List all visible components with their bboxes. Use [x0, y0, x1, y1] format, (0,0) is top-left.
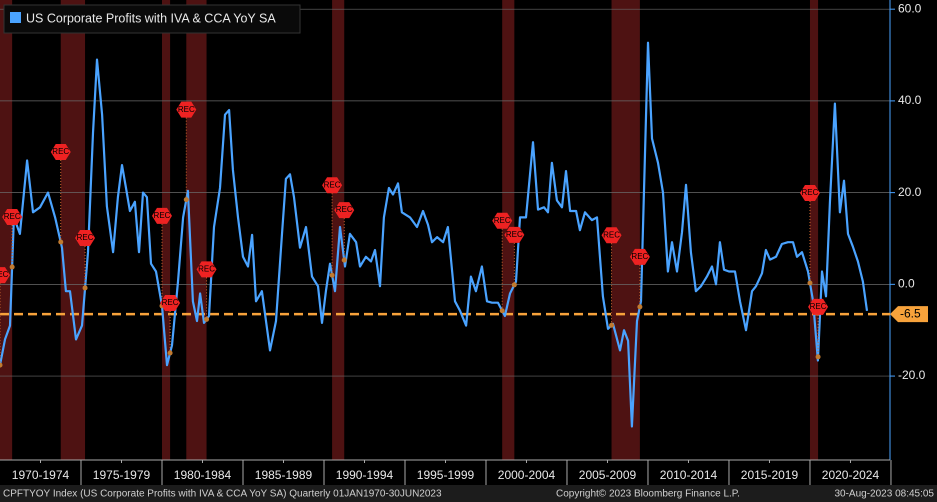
- rec-tag: [799, 185, 820, 202]
- rec-tag: [322, 177, 343, 194]
- y-tick-label: 20.0: [898, 185, 922, 199]
- rec-tag: [0, 267, 10, 284]
- recession-band: [0, 0, 13, 460]
- rec-label: REC: [4, 212, 21, 221]
- x-tick-label: 2020-2024: [822, 468, 880, 482]
- x-tick-label: 1990-1994: [336, 468, 394, 482]
- footer-bar: [0, 485, 937, 502]
- x-tick-label: 1970-1974: [12, 468, 70, 482]
- rec-dot: [82, 285, 88, 291]
- footer-copyright: Copyright© 2023 Bloomberg Finance L.P.: [556, 489, 740, 500]
- rec-tag: [492, 212, 513, 229]
- rec-label: REC: [162, 298, 179, 307]
- rec-dot: [167, 350, 173, 356]
- rec-label: REC: [506, 230, 523, 239]
- y-tick-label: -20.0: [898, 368, 926, 382]
- rec-label: REC: [336, 205, 353, 214]
- recession-band: [332, 0, 345, 460]
- reference-label: -6.5: [900, 306, 921, 320]
- x-tick-label: 2015-2019: [741, 468, 799, 482]
- x-tick-label: 1975-1979: [93, 468, 151, 482]
- rec-label: REC: [52, 147, 69, 156]
- reference-tag: [890, 306, 928, 323]
- legend-label: US Corporate Profits with IVA & CCA YoY …: [26, 11, 276, 25]
- rec-label: REC: [810, 302, 827, 311]
- rec-label: REC: [324, 180, 341, 189]
- rec-label: REC: [154, 211, 171, 220]
- recession-band: [809, 0, 819, 460]
- x-tick-label: 1995-1999: [417, 468, 475, 482]
- rec-tag: [504, 226, 525, 243]
- x-tick-label: 2005-2009: [579, 468, 637, 482]
- rec-dot: [329, 272, 335, 278]
- rec-tag: [176, 101, 197, 118]
- rec-dot: [807, 280, 813, 286]
- rec-dot: [9, 264, 15, 270]
- x-tick-label: 2010-2014: [660, 468, 718, 482]
- footer-date: 30-Aug-2023 08:45:05: [834, 489, 934, 500]
- recession-band: [161, 0, 171, 460]
- rec-label: REC: [631, 252, 648, 261]
- rec-label: REC: [0, 270, 9, 279]
- rec-dot: [0, 362, 3, 368]
- legend-swatch: [10, 12, 21, 23]
- rec-dot: [609, 322, 615, 328]
- x-tick-label: 1985-1989: [255, 468, 313, 482]
- rec-label: REC: [77, 233, 94, 242]
- x-tick-label: 1980-1984: [174, 468, 232, 482]
- rec-dot: [815, 354, 821, 360]
- rec-tag: [196, 261, 217, 278]
- rec-tag: [334, 202, 355, 219]
- rec-dot: [204, 316, 210, 322]
- series-line: [0, 41, 869, 428]
- rec-dot: [341, 257, 347, 263]
- rec-tag: [601, 227, 622, 244]
- rec-dot: [58, 239, 64, 245]
- rec-tag: [629, 248, 650, 265]
- rec-label: REC: [603, 230, 620, 239]
- y-tick-label: 40.0: [898, 93, 922, 107]
- x-axis-bar: [0, 460, 937, 485]
- rec-label: REC: [198, 264, 215, 273]
- rec-tag: [151, 207, 172, 224]
- y-tick-label: 60.0: [898, 1, 922, 15]
- rec-tag: [808, 298, 829, 315]
- y-tick-label: 0.0: [898, 277, 915, 291]
- rec-label: REC: [494, 216, 511, 225]
- rec-dot: [499, 308, 505, 314]
- rec-label: REC: [802, 188, 819, 197]
- rec-tag: [50, 144, 71, 161]
- rec-tag: [160, 294, 181, 311]
- rec-tag: [75, 229, 96, 246]
- legend-box: [3, 4, 301, 34]
- x-tick-label: 2000-2004: [498, 468, 556, 482]
- rec-dot: [511, 282, 517, 288]
- rec-label: REC: [178, 105, 195, 114]
- rec-tag: [2, 208, 23, 225]
- rec-dot: [637, 304, 643, 310]
- rec-dot: [183, 197, 189, 203]
- footer-source: CPFTYOY Index (US Corporate Profits with…: [3, 489, 442, 500]
